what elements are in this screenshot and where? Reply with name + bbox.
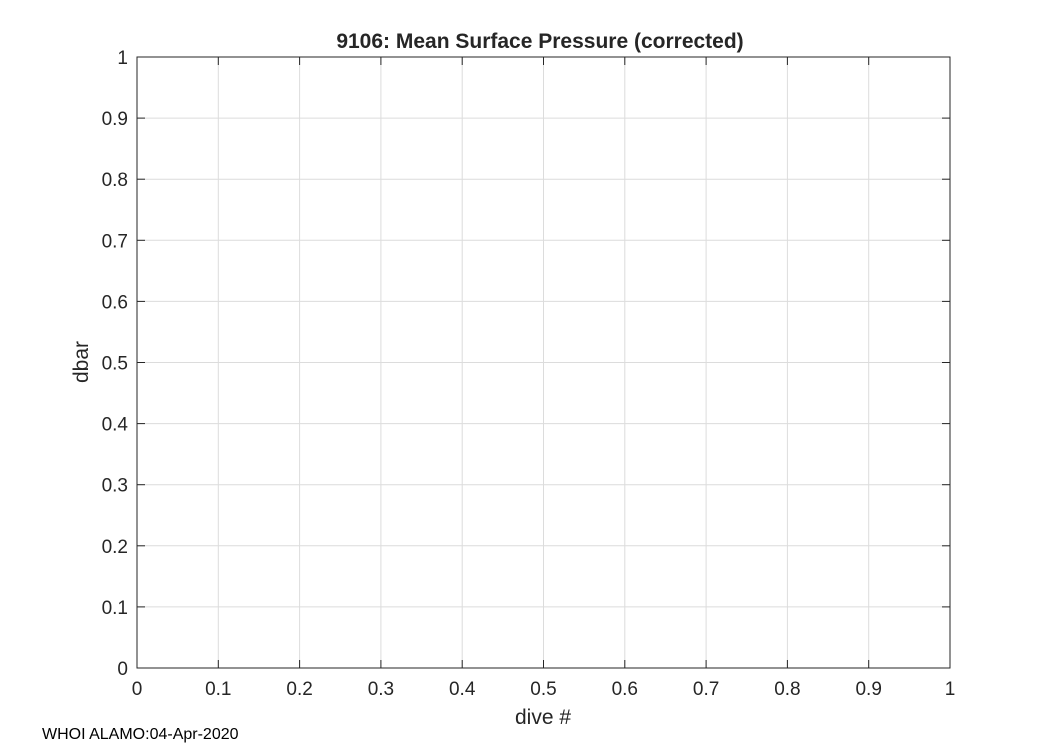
y-tick-label: 0.1 — [102, 598, 128, 619]
y-tick-label: 1 — [117, 48, 128, 69]
x-tick-label: 0.9 — [855, 679, 881, 700]
x-tick-label: 0.3 — [368, 679, 394, 700]
x-tick-label: 0.6 — [612, 679, 638, 700]
y-tick-label: 0.8 — [102, 170, 128, 191]
x-tick-label: 0.2 — [286, 679, 312, 700]
y-axis-label: dbar — [70, 341, 93, 383]
y-tick-label: 0.4 — [102, 415, 129, 436]
y-tick-label: 0.9 — [102, 109, 128, 130]
y-tick-label: 0 — [117, 659, 128, 680]
x-axis-label: dive # — [515, 706, 571, 729]
x-tick-label: 0.1 — [205, 679, 231, 700]
y-tick-label: 0.5 — [102, 354, 128, 375]
x-tick-label: 0 — [132, 679, 143, 700]
x-tick-label: 0.8 — [774, 679, 800, 700]
y-tick-label: 0.7 — [102, 231, 128, 252]
grid-layer — [136, 56, 951, 669]
y-tick-label: 0.6 — [102, 292, 128, 313]
label-layer: 0 0.1 0.2 0.3 0.4 0.5 0.6 0.7 0.8 0.9 1 0 0.1 0.2 0.3 0… — [102, 48, 956, 700]
x-tick-label: 0.5 — [530, 679, 556, 700]
x-tick-label: 0.4 — [449, 679, 476, 700]
y-tick-label: 0.2 — [102, 537, 128, 558]
footer-stamp: WHOI ALAMO:04-Apr-2020 — [42, 726, 239, 743]
x-tick-label: 1 — [945, 679, 956, 700]
y-tick-label: 0.3 — [102, 476, 128, 497]
tick-layer — [136, 56, 951, 669]
chart-title: 9106: Mean Surface Pressure (corrected) — [336, 30, 743, 53]
x-tick-label: 0.7 — [693, 679, 719, 700]
